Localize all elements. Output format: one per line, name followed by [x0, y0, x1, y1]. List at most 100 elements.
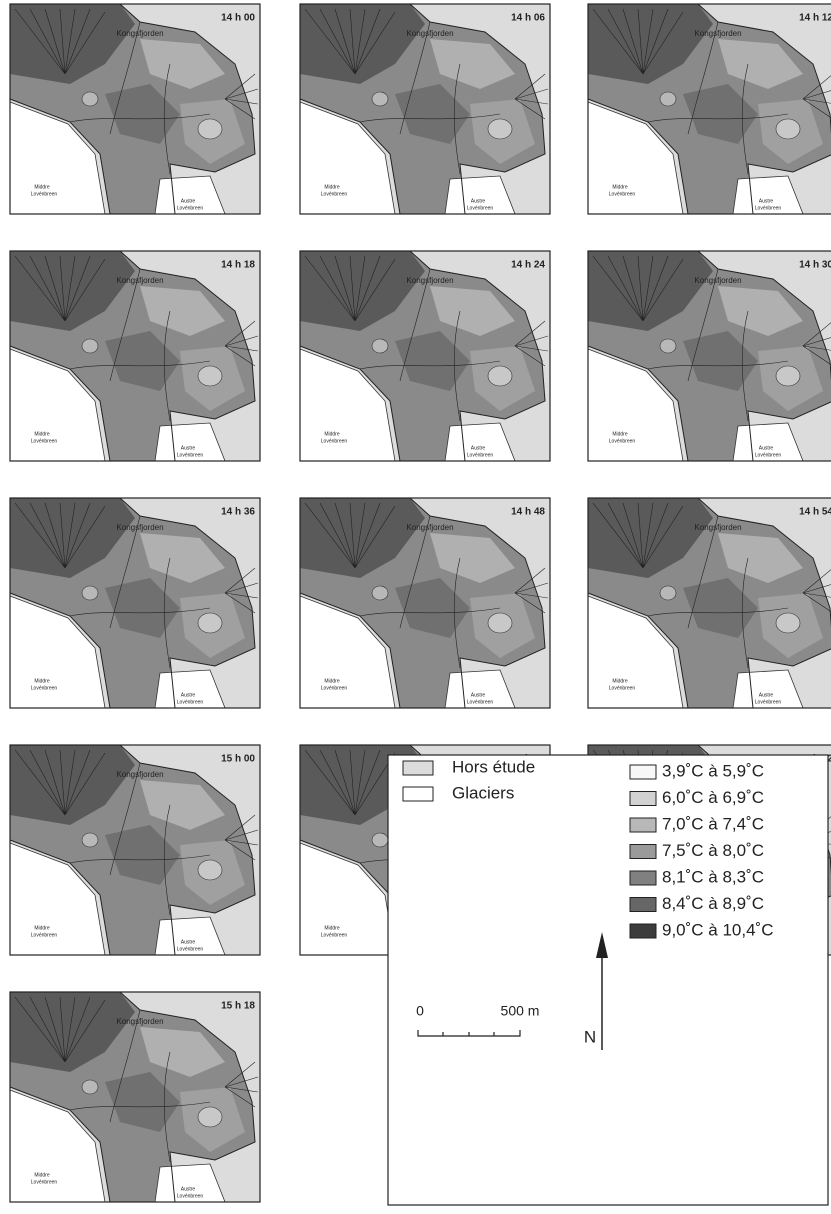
map-panel: 14 h 24KongsfjordenMiddreLovénbreenAustr… [300, 251, 550, 461]
fjord-label: Kongsfjorden [116, 523, 163, 532]
glacier-label: Austre [181, 198, 196, 204]
scale-label: 0 [416, 1003, 424, 1019]
panel-time: 14 h 12 [799, 13, 831, 24]
glacier-label: Lovénbreen [31, 438, 58, 444]
glacier-label: Lovénbreen [755, 452, 782, 458]
glacier-label: Lovénbreen [321, 191, 348, 197]
glacier-label: Austre [759, 198, 774, 204]
legend-label: 6,0˚C à 6,9˚C [662, 788, 764, 807]
map-panel: 14 h 18KongsfjordenMiddreLovénbreenAustr… [10, 251, 260, 461]
glacier-label: Lovénbreen [177, 452, 204, 458]
legend-swatch [630, 924, 656, 938]
scale-label: 500 m [501, 1003, 540, 1019]
glacier-label: Lovénbreen [467, 205, 494, 211]
glacier-label: Lovénbreen [31, 1179, 58, 1185]
body: 14 h 00KongsfjordenMiddreLovénbreenAustr… [0, 0, 831, 1214]
fjord-label: Kongsfjorden [116, 1017, 163, 1026]
legend-label: 8,4˚C à 8,9˚C [662, 894, 764, 913]
map-panel: 14 h 36KongsfjordenMiddreLovénbreenAustr… [10, 498, 260, 708]
legend-swatch [630, 765, 656, 779]
panel-time: 14 h 00 [221, 13, 255, 24]
legend-label: 9,0˚C à 10,4˚C [662, 920, 774, 939]
map-panel: 14 h 30KongsfjordenMiddreLovénbreenAustr… [588, 251, 831, 461]
glacier-label: Lovénbreen [321, 685, 348, 691]
legend-swatch [403, 787, 433, 801]
panel-time: 14 h 30 [799, 260, 831, 271]
map-panel: 14 h 06KongsfjordenMiddreLovénbreenAustr… [300, 4, 550, 214]
glacier-label: Austre [471, 692, 486, 698]
glacier-label: Lovénbreen [177, 699, 204, 705]
glacier-label: Middre [34, 925, 50, 931]
legend-swatch [630, 898, 656, 912]
glacier-label: Lovénbreen [467, 699, 494, 705]
glacier-label: Middre [612, 184, 628, 190]
glacier-label: Lovénbreen [755, 699, 782, 705]
map-panel: 14 h 12KongsfjordenMiddreLovénbreenAustr… [588, 4, 831, 214]
glacier-label: Middre [324, 925, 340, 931]
fjord-label: Kongsfjorden [694, 523, 741, 532]
glacier-label: Austre [181, 692, 196, 698]
legend-label: 7,0˚C à 7,4˚C [662, 814, 764, 833]
legend-label: 7,5˚C à 8,0˚C [662, 841, 764, 860]
panel-time: 15 h 18 [221, 1001, 255, 1012]
fjord-label: Kongsfjorden [116, 276, 163, 285]
north-label: N [584, 1027, 596, 1046]
panel-time: 14 h 36 [221, 507, 255, 518]
glacier-label: Austre [759, 445, 774, 451]
glacier-label: Middre [324, 431, 340, 437]
legend: N 0 500 m Hors étude Glaciers 3,9˚C à 5,9˚… [388, 755, 828, 1205]
figure: 14 h 00KongsfjordenMiddreLovénbreenAustr… [0, 0, 831, 1209]
fjord-label: Kongsfjorden [694, 276, 741, 285]
glacier-label: Lovénbreen [321, 932, 348, 938]
glacier-label: Lovénbreen [755, 205, 782, 211]
legend-swatch [403, 761, 433, 775]
glacier-label: Middre [612, 678, 628, 684]
glacier-label: Austre [181, 939, 196, 945]
glacier-label: Middre [324, 678, 340, 684]
fjord-label: Kongsfjorden [406, 523, 453, 532]
map-panel: 14 h 54KongsfjordenMiddreLovénbreenAustr… [588, 498, 831, 708]
fjord-label: Kongsfjorden [116, 770, 163, 779]
glacier-label: Austre [181, 445, 196, 451]
panel-time: 15 h 00 [221, 754, 255, 765]
glacier-label: Austre [471, 198, 486, 204]
glacier-label: Middre [324, 184, 340, 190]
glacier-label: Lovénbreen [177, 205, 204, 211]
glacier-label: Lovénbreen [31, 191, 58, 197]
glacier-label: Lovénbreen [609, 191, 636, 197]
glacier-label: Middre [34, 1172, 50, 1178]
legend-label: Glaciers [452, 783, 514, 802]
fjord-label: Kongsfjorden [406, 276, 453, 285]
fjord-label: Kongsfjorden [116, 29, 163, 38]
map-panel: 15 h 18KongsfjordenMiddreLovénbreenAustr… [10, 992, 260, 1202]
panel-time: 14 h 18 [221, 260, 255, 271]
panel-time: 14 h 06 [511, 13, 545, 24]
glacier-label: Middre [34, 184, 50, 190]
glacier-label: Lovénbreen [177, 946, 204, 952]
legend-swatch [630, 818, 656, 832]
glacier-label: Lovénbreen [609, 685, 636, 691]
glacier-label: Lovénbreen [177, 1193, 204, 1199]
map-panel: 15 h 00KongsfjordenMiddreLovénbreenAustr… [10, 745, 260, 955]
panel-time: 14 h 48 [511, 507, 545, 518]
glacier-label: Middre [34, 678, 50, 684]
glacier-label: Lovénbreen [31, 685, 58, 691]
legend-swatch [630, 792, 656, 806]
legend-label: 3,9˚C à 5,9˚C [662, 761, 764, 780]
glacier-label: Austre [759, 692, 774, 698]
glacier-label: Austre [181, 1186, 196, 1192]
map-panel: 14 h 00KongsfjordenMiddreLovénbreenAustr… [10, 4, 260, 214]
glacier-label: Middre [34, 431, 50, 437]
glacier-label: Middre [612, 431, 628, 437]
glacier-label: Lovénbreen [609, 438, 636, 444]
legend-label: Hors étude [452, 757, 535, 776]
legend-label: 8,1˚C à 8,3˚C [662, 867, 764, 886]
panel-time: 14 h 54 [799, 507, 831, 518]
page: Cartes thermiques {"panels": [ {"time": … [0, 0, 831, 1214]
glacier-label: Lovénbreen [467, 452, 494, 458]
fjord-label: Kongsfjorden [694, 29, 741, 38]
glacier-label: Austre [471, 445, 486, 451]
panel-time: 14 h 24 [511, 260, 545, 271]
glacier-label: Lovénbreen [321, 438, 348, 444]
glacier-label: Lovénbreen [31, 932, 58, 938]
